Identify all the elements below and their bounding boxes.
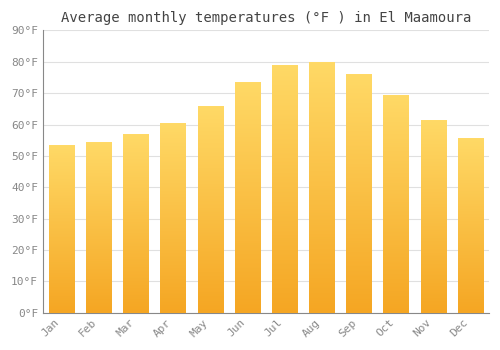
- Title: Average monthly temperatures (°F ) in El Maamoura: Average monthly temperatures (°F ) in El…: [60, 11, 471, 25]
